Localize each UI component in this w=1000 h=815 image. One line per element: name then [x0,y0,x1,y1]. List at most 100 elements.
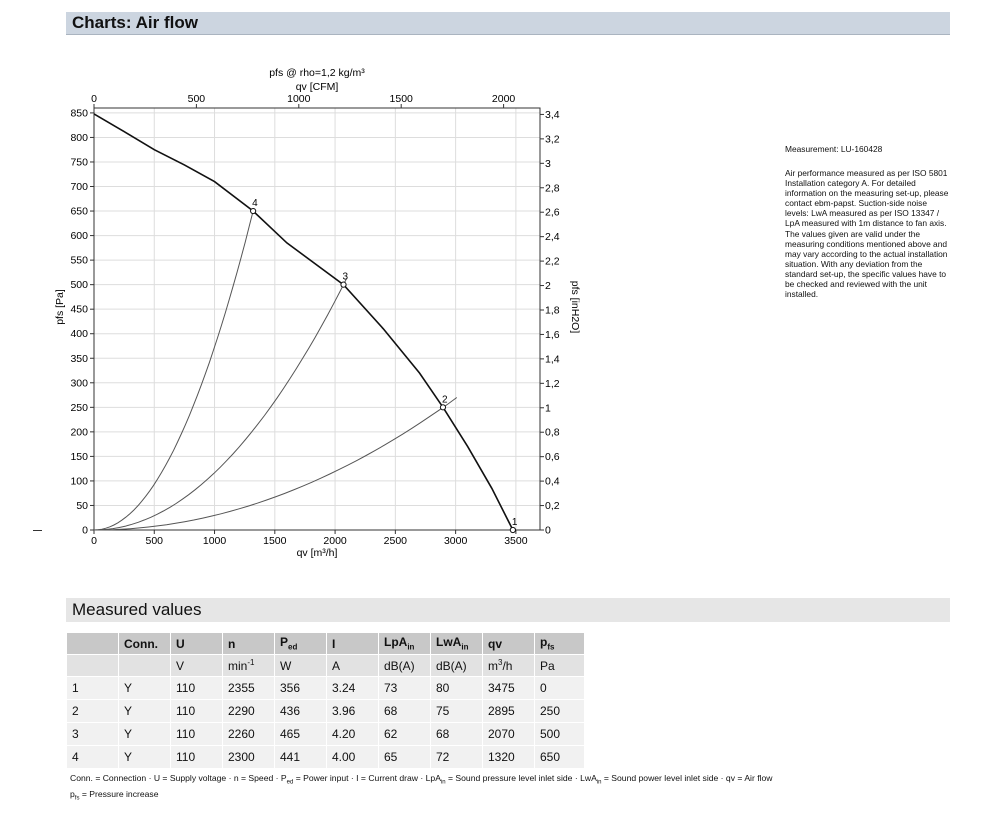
performance-note-line: LpA measured with 1m distance to fan axi… [785,218,947,229]
x-tick-label: 3000 [444,535,468,547]
x-tick-label: 3500 [504,535,528,547]
measured-values-table: Conn. U n Ped I LpAin LwAin qv pfs V min… [66,632,585,769]
y2-tick-label: 0,4 [545,476,560,488]
airflow-chart: 0501001502002503003504004505005506006507… [54,67,581,559]
y2-tick-label: 3,4 [545,109,560,121]
unit-pfs: Pa [535,655,584,676]
y-tick-label: 550 [70,255,88,267]
fan-curve [93,113,514,531]
table-cell: 110 [171,746,222,768]
y2-tick-label: 3 [545,158,551,170]
airflow-section-header: Charts: Air flow [66,12,950,35]
header-lpa: LpAin [379,633,430,654]
x-tick-label: 500 [146,535,164,547]
unit-u: V [171,655,222,676]
x-tick-label: 2500 [384,535,408,547]
top-tick-label: 500 [188,93,206,105]
legend-line-2: pfs = Pressure increase [70,789,159,802]
operating-point-4 [250,207,257,215]
table-row: 3 Y 110 2260 465 4.20 62 68 2070 500 [67,723,584,745]
y2-tick-label: 0,6 [545,451,560,463]
table-cell: Y [119,723,170,745]
table-row: 2 Y 110 2290 436 3.96 68 75 2895 250 [67,700,584,722]
operating-point-1 [509,526,516,534]
system-curve-3 [93,278,347,531]
y-tick-label: 350 [70,353,88,365]
y2-tick-label: 0,2 [545,500,560,512]
table-cell: 3.96 [327,700,378,722]
y-tick-label: 400 [70,328,88,340]
y2-tick-label: 1,4 [545,353,560,365]
header-conn: Conn. [119,633,170,654]
unit-n: min-1 [223,655,274,676]
table-cell: 2300 [223,746,274,768]
table-cell: 2355 [223,677,274,699]
y2-tick-label: 2,2 [545,256,560,268]
y-tick-label: 300 [70,377,88,389]
y-tick-label: 50 [76,500,88,512]
header-u: U [171,633,222,654]
table-row: 1 Y 110 2355 356 3.24 73 80 3475 0 [67,677,584,699]
system-curve-2 [93,397,458,531]
table-cell: 110 [171,677,222,699]
x-tick-label: 2000 [323,535,347,547]
header-i: I [327,633,378,654]
unit-qv: m3/h [483,655,534,676]
table-cell: Y [119,677,170,699]
right-axis: 0 0,2 0,4 0,6 0,8 1 1,2 1,4 1,6 1,8 2 2,2 2,4 2,6 2,8 3… [540,109,560,537]
operating-point-label-1: 1 [512,517,518,528]
operating-point-label-4: 4 [252,198,258,209]
performance-note-line: standard set-up, the specific values hav… [785,268,947,279]
measured-values-header: Measured values [66,598,950,622]
table-cell: 110 [171,700,222,722]
table-cell: 2260 [223,723,274,745]
table-cell: 650 [535,746,584,768]
y2-tick-label: 2,4 [545,231,560,243]
y2-tick-label: 3,2 [545,133,560,145]
performance-note: Air performance measured as per ISO 5801… [785,168,953,299]
performance-note-line: may vary according to the actual install… [785,248,948,259]
performance-note-line: Installation category A. For detailed [785,178,916,189]
table-header-row: Conn. U n Ped I LpAin LwAin qv pfs [67,633,584,654]
table-cell: 62 [379,723,430,745]
y2-tick-label: 1,8 [545,304,560,316]
unit-index [67,655,118,676]
table-cell: 2895 [483,700,534,722]
table-cell: 73 [379,677,430,699]
performance-note-line: measuring conditions mentioned above and [785,238,948,249]
chart-title: pfs @ rho=1,2 kg/m³ [269,67,365,79]
performance-note-line: be checked and reviewed with the unit [785,279,927,290]
table-cell: 72 [431,746,482,768]
table-cell: 2290 [223,700,274,722]
y-tick-label: 450 [70,304,88,316]
plot-frame [93,107,541,531]
header-lwa: LwAin [431,633,482,654]
y-tick-label: 650 [70,206,88,218]
performance-note-line: levels: LwA measured as per ISO 13347 / [785,208,940,219]
performance-note-line: contact ebm-papst. Suction-side noise [785,198,927,209]
margin-mark [33,530,42,531]
table-cell: 1320 [483,746,534,768]
y2-tick-label: 2 [545,280,551,292]
header-index [67,633,118,654]
y2-tick-label: 2,6 [545,207,560,219]
y-tick-label: 0 [82,525,88,537]
table-cell: 3 [67,723,118,745]
table-cell: 75 [431,700,482,722]
chart-grid [93,108,540,531]
y-tick-label: 100 [70,475,88,487]
measurement-id: Measurement: LU-160428 [785,144,883,154]
y2-axis-label: pfs [inH2O] [569,281,581,334]
table-cell: 2 [67,700,118,722]
table-cell: Y [119,700,170,722]
unit-i: A [327,655,378,676]
table-cell: 4.20 [327,723,378,745]
y-tick-label: 500 [70,279,88,291]
performance-note-line: information on the measuring set-up, ple… [785,188,949,199]
top-tick-label: 1500 [390,93,414,105]
top-tick-label: 0 [91,93,97,105]
table-cell: 500 [535,723,584,745]
header-n: n [223,633,274,654]
operating-point-2 [439,404,447,411]
table-cell: 250 [535,700,584,722]
